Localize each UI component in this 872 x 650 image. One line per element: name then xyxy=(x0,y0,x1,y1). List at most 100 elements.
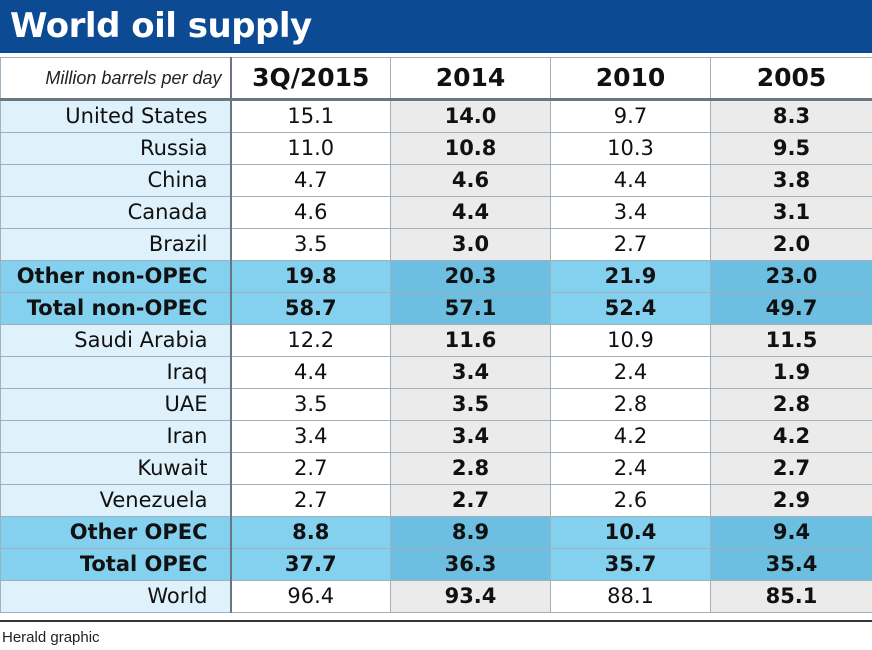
table-cell: 3.5 xyxy=(229,228,391,261)
table-cell: 57.1 xyxy=(390,292,551,325)
table-cell: 2.8 xyxy=(710,388,872,421)
table-row: Canada 4.6 4.4 3.4 3.1 xyxy=(0,196,872,229)
table-cell: 2.8 xyxy=(390,452,551,485)
row-label: Other OPEC xyxy=(0,516,231,549)
table-cell: 96.4 xyxy=(229,580,391,613)
table-cell: 14.0 xyxy=(390,99,551,133)
table-row: United States 15.1 14.0 9.7 8.3 xyxy=(0,99,872,133)
table-row: Other non-OPEC 19.8 20.3 21.9 23.0 xyxy=(0,260,872,293)
table-row: China 4.7 4.6 4.4 3.8 xyxy=(0,164,872,197)
table-cell: 8.8 xyxy=(229,516,391,549)
table-cell: 3.5 xyxy=(390,388,551,421)
chart-title: World oil supply xyxy=(10,6,312,46)
row-label: Saudi Arabia xyxy=(0,324,231,357)
table-row: Saudi Arabia 12.2 11.6 10.9 11.5 xyxy=(0,324,872,357)
column-header: 2005 xyxy=(710,57,872,101)
table-cell: 36.3 xyxy=(390,548,551,581)
table-cell: 19.8 xyxy=(229,260,391,293)
row-label: Kuwait xyxy=(0,452,231,485)
table-cell: 2.7 xyxy=(390,484,551,517)
table-cell: 52.4 xyxy=(550,292,711,325)
bottom-rule xyxy=(0,620,872,622)
table-cell: 9.4 xyxy=(710,516,872,549)
table-cell: 2.7 xyxy=(550,228,711,261)
row-label: Iraq xyxy=(0,356,231,389)
table-cell: 3.8 xyxy=(710,164,872,197)
row-label: Other non-OPEC xyxy=(0,260,231,293)
table-cell: 3.4 xyxy=(390,420,551,453)
table-cell: 2.0 xyxy=(710,228,872,261)
table-cell: 3.0 xyxy=(390,228,551,261)
table-cell: 11.5 xyxy=(710,324,872,357)
table-cell: 2.4 xyxy=(550,356,711,389)
table-cell: 2.6 xyxy=(550,484,711,517)
table-cell: 4.4 xyxy=(229,356,391,389)
table-cell: 2.7 xyxy=(710,452,872,485)
table-row: Venezuela 2.7 2.7 2.6 2.9 xyxy=(0,484,872,517)
table-cell: 3.4 xyxy=(390,356,551,389)
table-row: Kuwait 2.7 2.8 2.4 2.7 xyxy=(0,452,872,485)
table-cell: 4.2 xyxy=(550,420,711,453)
table-cell: 4.6 xyxy=(390,164,551,197)
table-cell: 37.7 xyxy=(229,548,391,581)
table-cell: 2.7 xyxy=(229,452,391,485)
table-cell: 11.6 xyxy=(390,324,551,357)
row-label: Canada xyxy=(0,196,231,229)
table-cell: 8.3 xyxy=(710,99,872,133)
table-row: Other OPEC 8.8 8.9 10.4 9.4 xyxy=(0,516,872,549)
table-cell: 10.3 xyxy=(550,132,711,165)
table-cell: 4.6 xyxy=(229,196,391,229)
table-cell: 3.5 xyxy=(229,388,391,421)
table-cell: 10.8 xyxy=(390,132,551,165)
table-row: Total non-OPEC 58.7 57.1 52.4 49.7 xyxy=(0,292,872,325)
table-cell: 3.4 xyxy=(550,196,711,229)
row-label: Venezuela xyxy=(0,484,231,517)
table-row: UAE 3.5 3.5 2.8 2.8 xyxy=(0,388,872,421)
table-cell: 4.4 xyxy=(550,164,711,197)
table-row: Russia 11.0 10.8 10.3 9.5 xyxy=(0,132,872,165)
table-row: Brazil 3.5 3.0 2.7 2.0 xyxy=(0,228,872,261)
table-body: United States 15.1 14.0 9.7 8.3 Russia 11.0 10.… xyxy=(0,99,872,613)
row-label: Total non-OPEC xyxy=(0,292,231,325)
table-cell: 4.2 xyxy=(710,420,872,453)
table-cell: 1.9 xyxy=(710,356,872,389)
table-cell: 49.7 xyxy=(710,292,872,325)
table-cell: 12.2 xyxy=(229,324,391,357)
row-label: World xyxy=(0,580,231,613)
table-cell: 10.9 xyxy=(550,324,711,357)
row-label: Iran xyxy=(0,420,231,453)
credit-line: Herald graphic xyxy=(2,629,100,646)
row-label: Total OPEC xyxy=(0,548,231,581)
oil-supply-table: Million barrels per day 3Q/2015 2014 201… xyxy=(0,57,872,613)
table-cell: 2.4 xyxy=(550,452,711,485)
table-row: Total OPEC 37.7 36.3 35.7 35.4 xyxy=(0,548,872,581)
table-cell: 88.1 xyxy=(550,580,711,613)
table-cell: 35.4 xyxy=(710,548,872,581)
table-cell: 20.3 xyxy=(390,260,551,293)
table-cell: 2.8 xyxy=(550,388,711,421)
header-row: Million barrels per day 3Q/2015 2014 201… xyxy=(0,57,872,101)
table-cell: 23.0 xyxy=(710,260,872,293)
table-cell: 85.1 xyxy=(710,580,872,613)
column-header: 2014 xyxy=(390,57,551,101)
row-label: UAE xyxy=(0,388,231,421)
table-cell: 3.1 xyxy=(710,196,872,229)
table-cell: 9.5 xyxy=(710,132,872,165)
row-label: Brazil xyxy=(0,228,231,261)
table-cell: 10.4 xyxy=(550,516,711,549)
table-cell: 4.4 xyxy=(390,196,551,229)
column-header: 3Q/2015 xyxy=(229,57,391,101)
table-cell: 2.7 xyxy=(229,484,391,517)
table-row: World 96.4 93.4 88.1 85.1 xyxy=(0,580,872,613)
table-cell: 2.9 xyxy=(710,484,872,517)
table-cell: 9.7 xyxy=(550,99,711,133)
table-cell: 21.9 xyxy=(550,260,711,293)
table-cell: 4.7 xyxy=(229,164,391,197)
table-cell: 11.0 xyxy=(229,132,391,165)
table-cell: 93.4 xyxy=(390,580,551,613)
table-cell: 3.4 xyxy=(229,420,391,453)
unit-label: Million barrels per day xyxy=(0,57,231,101)
table-row: Iran 3.4 3.4 4.2 4.2 xyxy=(0,420,872,453)
table-cell: 8.9 xyxy=(390,516,551,549)
table-cell: 15.1 xyxy=(229,99,391,133)
